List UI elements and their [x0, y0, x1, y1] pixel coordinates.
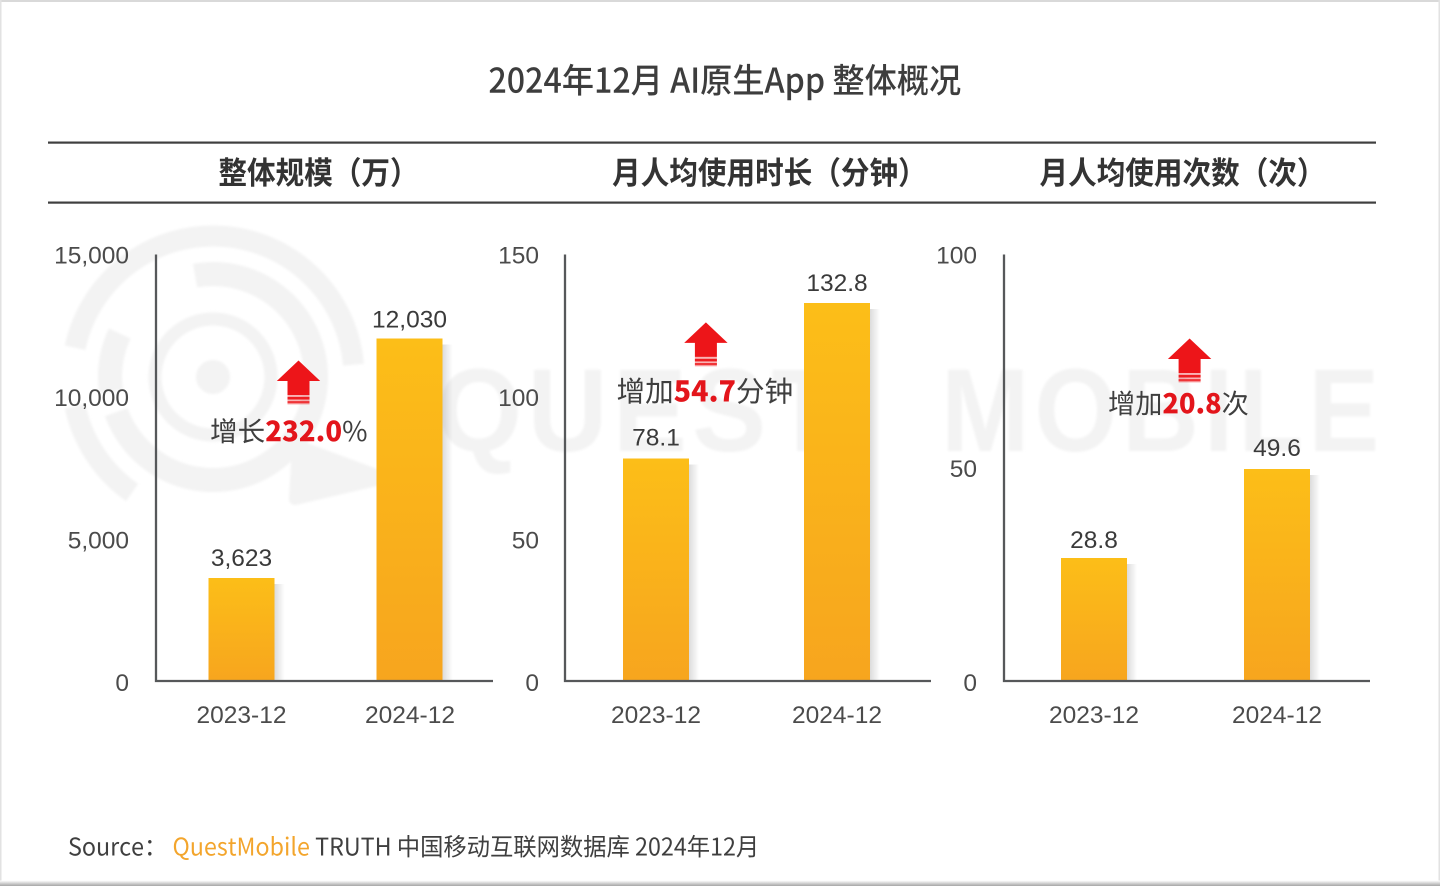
svg-text:78.1: 78.1 [632, 424, 680, 451]
svg-text:132.8: 132.8 [806, 270, 867, 297]
svg-text:0: 0 [525, 670, 539, 697]
svg-text:2024-12: 2024-12 [1232, 702, 1322, 729]
svg-text:49.6: 49.6 [1253, 435, 1301, 462]
svg-text:5,000: 5,000 [68, 527, 129, 554]
svg-text:2024-12: 2024-12 [792, 702, 882, 729]
svg-text:12,030: 12,030 [372, 306, 447, 333]
svg-text:50: 50 [950, 456, 977, 483]
svg-text:50: 50 [512, 527, 539, 554]
svg-text:28.8: 28.8 [1070, 527, 1118, 554]
svg-text:100: 100 [498, 385, 539, 412]
svg-text:MOBILE: MOBILE [941, 344, 1384, 476]
svg-text:3,623: 3,623 [211, 545, 272, 572]
svg-text:QUEST: QUEST [436, 345, 844, 477]
svg-text:150: 150 [498, 243, 539, 270]
svg-text:2023-12: 2023-12 [197, 702, 287, 729]
svg-text:15,000: 15,000 [54, 243, 129, 270]
svg-text:10,000: 10,000 [54, 385, 129, 412]
svg-text:2023-12: 2023-12 [611, 702, 701, 729]
svg-text:2023-12: 2023-12 [1049, 702, 1139, 729]
svg-text:0: 0 [963, 670, 977, 697]
svg-text:100: 100 [936, 243, 977, 270]
svg-text:2024-12: 2024-12 [365, 702, 455, 729]
svg-text:0: 0 [115, 670, 129, 697]
